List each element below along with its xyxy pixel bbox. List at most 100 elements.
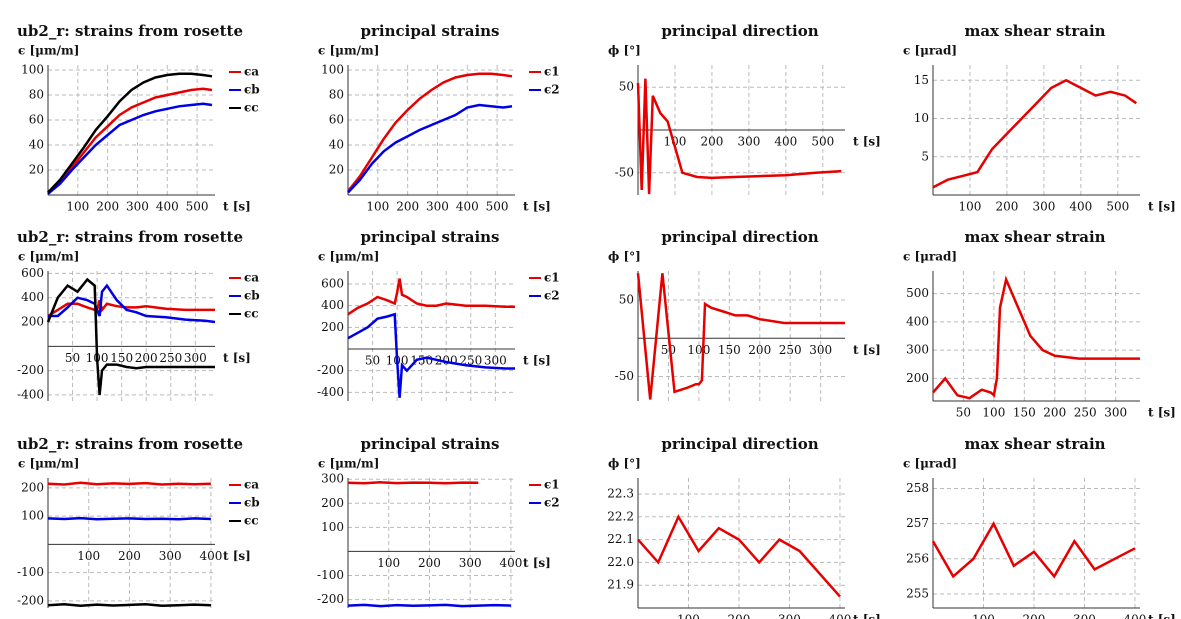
x-tick-label: 300 (809, 343, 832, 357)
data-line (347, 481, 479, 485)
data-line (347, 312, 515, 398)
x-tick-label: 100 (959, 200, 982, 214)
y-axis-label: ϵ [μm/m] (18, 457, 79, 471)
y-axis-label: ϵ [μm/m] (318, 44, 379, 58)
chart-title: max shear strain (964, 22, 1105, 40)
y-tick-label: -200 (17, 593, 44, 607)
x-tick-label: 100 (77, 549, 100, 563)
data-line (636, 273, 845, 400)
data-line (47, 102, 213, 195)
x-tick-label: 500 (486, 200, 509, 214)
data-line (932, 78, 1138, 189)
legend-label: ϵ1 (544, 478, 560, 492)
data-line (47, 481, 211, 486)
x-axis-label: t [s] (223, 549, 251, 563)
legend-label: ϵb (244, 83, 260, 97)
chart-title: principal direction (661, 228, 818, 246)
x-axis-label: t [s] (523, 200, 551, 214)
y-tick-label: 20 (329, 163, 344, 177)
x-tick-label: 400 (456, 200, 479, 214)
y-tick-label: 21.9 (607, 578, 634, 592)
y-tick-label: 100 (321, 520, 344, 534)
x-tick-label: 150 (718, 343, 741, 357)
x-tick-label: 200 (396, 200, 419, 214)
y-tick-label: 200 (21, 480, 44, 494)
y-tick-label: 100 (21, 509, 44, 523)
y-tick-label: 20 (29, 163, 44, 177)
x-axis-label: t [s] (1148, 200, 1176, 214)
y-tick-label: 15 (914, 73, 929, 87)
legend-label: ϵ2 (544, 289, 560, 303)
y-tick-label: 257 (906, 516, 929, 530)
data-line (347, 278, 515, 316)
data-line (47, 603, 211, 607)
data-line (931, 521, 1136, 579)
x-tick-label: 400 (828, 613, 851, 619)
y-tick-label: 100 (21, 63, 44, 77)
legend-label: ϵc (244, 307, 259, 321)
legend-label: ϵa (244, 478, 259, 492)
x-tick-label: 500 (1106, 200, 1129, 214)
y-axis-label: ϕ [°] (608, 250, 641, 264)
x-axis-label: t [s] (1148, 406, 1176, 420)
x-tick-label: 250 (779, 343, 802, 357)
x-tick-label: 200 (118, 549, 141, 563)
y-axis-label: ϵ [μm/m] (318, 250, 379, 264)
y-tick-label: -200 (317, 592, 344, 606)
x-tick-label: 100 (972, 613, 995, 619)
legend-label: ϵa (244, 271, 259, 285)
x-tick-label: 100 (687, 343, 710, 357)
x-tick-label: 200 (1023, 613, 1046, 619)
x-tick-label: 400 (1069, 200, 1092, 214)
y-tick-label: 300 (906, 343, 929, 357)
x-axis-label: t [s] (853, 135, 881, 149)
y-tick-label: 22.3 (607, 486, 634, 500)
chart-title: principal strains (361, 228, 500, 246)
x-tick-label: 200 (1043, 406, 1066, 420)
x-tick-label: 400 (1123, 613, 1146, 619)
x-tick-label: 200 (748, 343, 771, 357)
chart-title: principal direction (661, 435, 818, 453)
chart-title: ub2_r: strains from rosette (17, 22, 243, 40)
y-axis-label: ϕ [°] (608, 44, 641, 58)
y-tick-label: 100 (321, 63, 344, 77)
x-tick-label: 200 (728, 613, 751, 619)
x-tick-label: 100 (366, 200, 389, 214)
y-tick-label: -200 (17, 363, 44, 377)
legend-label: ϵ2 (544, 496, 560, 510)
x-tick-label: 100 (982, 406, 1005, 420)
legend-label: ϵ1 (544, 65, 560, 79)
y-tick-label: 255 (906, 586, 929, 600)
x-axis-label: t [s] (853, 613, 881, 619)
data-line (347, 103, 513, 194)
data-line (637, 514, 841, 598)
y-axis-label: ϵ [μrad] (903, 250, 957, 264)
y-axis-label: ϕ [°] (608, 457, 641, 471)
y-tick-label: -50 (615, 369, 634, 383)
y-tick-label: 258 (906, 481, 929, 495)
x-tick-label: 400 (199, 549, 222, 563)
data-line (636, 78, 842, 195)
y-tick-label: 300 (321, 472, 344, 486)
x-tick-label: 100 (377, 556, 400, 570)
x-tick-label: 150 (410, 354, 433, 368)
y-tick-label: -200 (317, 363, 344, 377)
chart-title: max shear strain (964, 228, 1105, 246)
y-tick-label: 22.0 (607, 555, 634, 569)
data-line (46, 277, 215, 396)
x-tick-label: 300 (778, 613, 801, 619)
legend-label: ϵa (244, 65, 259, 79)
x-tick-label: 250 (159, 351, 182, 365)
y-tick-label: -100 (17, 565, 44, 579)
data-line (47, 87, 213, 194)
data-line (47, 72, 213, 194)
x-tick-label: 200 (700, 135, 723, 149)
x-tick-label: 200 (135, 351, 158, 365)
y-tick-label: -100 (317, 568, 344, 582)
x-tick-label: 250 (1074, 406, 1097, 420)
legend-label: ϵ2 (544, 83, 560, 97)
x-tick-label: 300 (184, 351, 207, 365)
chart-title: ub2_r: strains from rosette (17, 228, 243, 246)
y-tick-label: -400 (17, 387, 44, 401)
data-line (47, 299, 215, 318)
